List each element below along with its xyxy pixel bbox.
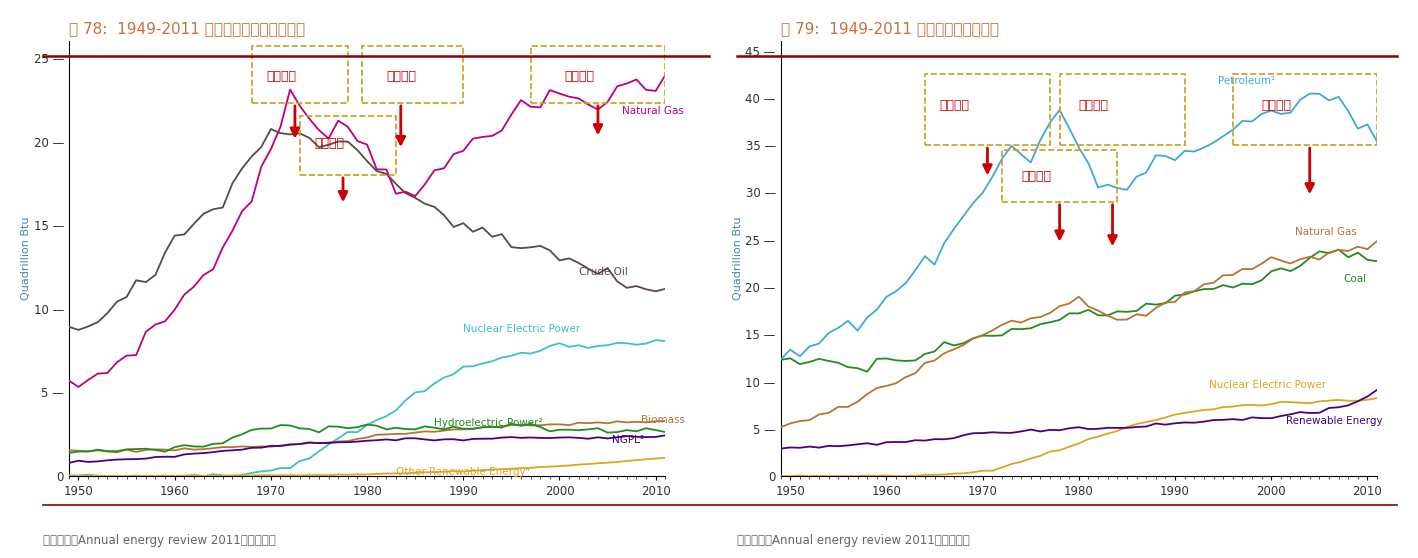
Text: 高油价三: 高油价三 bbox=[1079, 99, 1109, 112]
Text: Natural Gas: Natural Gas bbox=[623, 107, 683, 117]
Text: Natural Gas: Natural Gas bbox=[1295, 227, 1357, 237]
Text: 高油价四: 高油价四 bbox=[1262, 99, 1292, 112]
Y-axis label: Quadrillion Btu: Quadrillion Btu bbox=[21, 217, 31, 300]
Text: 图 79:  1949-2011 年全球能源消费结构: 图 79: 1949-2011 年全球能源消费结构 bbox=[781, 21, 998, 36]
Text: Biomass: Biomass bbox=[641, 415, 685, 425]
Bar bbox=[530, 46, 665, 103]
Text: 高油价四: 高油价四 bbox=[564, 70, 594, 83]
Text: Hydroelectric Power²: Hydroelectric Power² bbox=[434, 418, 543, 428]
Bar bbox=[251, 46, 347, 103]
Bar bbox=[1003, 150, 1117, 202]
Bar bbox=[925, 74, 1049, 145]
Text: NGPL³: NGPL³ bbox=[613, 435, 644, 445]
Text: Renewable Energy: Renewable Energy bbox=[1286, 416, 1383, 426]
Text: 高油价三: 高油价三 bbox=[386, 70, 417, 83]
Text: Crude Oil: Crude Oil bbox=[579, 267, 628, 277]
Text: 资料来源：Annual energy review 2011，招商证券: 资料来源：Annual energy review 2011，招商证券 bbox=[737, 534, 970, 547]
Text: 高油价一: 高油价一 bbox=[939, 99, 970, 112]
Text: Coal: Coal bbox=[1343, 275, 1367, 284]
Text: 资料来源：Annual energy review 2011，招商证券: 资料来源：Annual energy review 2011，招商证券 bbox=[43, 534, 275, 547]
Text: 高油价二: 高油价二 bbox=[1021, 170, 1051, 183]
Text: 高油价一: 高油价一 bbox=[267, 70, 296, 83]
Bar bbox=[362, 46, 464, 103]
Bar bbox=[299, 117, 396, 175]
Text: Nuclear Electric Power: Nuclear Electric Power bbox=[1208, 380, 1326, 390]
Bar bbox=[1232, 74, 1377, 145]
Bar bbox=[1059, 74, 1184, 145]
Text: Other Renewable Energy⁴: Other Renewable Energy⁴ bbox=[396, 466, 530, 477]
Text: Nuclear Electric Power: Nuclear Electric Power bbox=[464, 324, 580, 334]
Text: 图 78:  1949-2011 年全球能源生产结构＿＿: 图 78: 1949-2011 年全球能源生产结构＿＿ bbox=[69, 21, 305, 36]
Text: 高油价二: 高油价二 bbox=[315, 137, 345, 150]
Y-axis label: Quadrillion Btu: Quadrillion Btu bbox=[733, 217, 743, 300]
Text: Petroleum¹: Petroleum¹ bbox=[1218, 76, 1276, 86]
